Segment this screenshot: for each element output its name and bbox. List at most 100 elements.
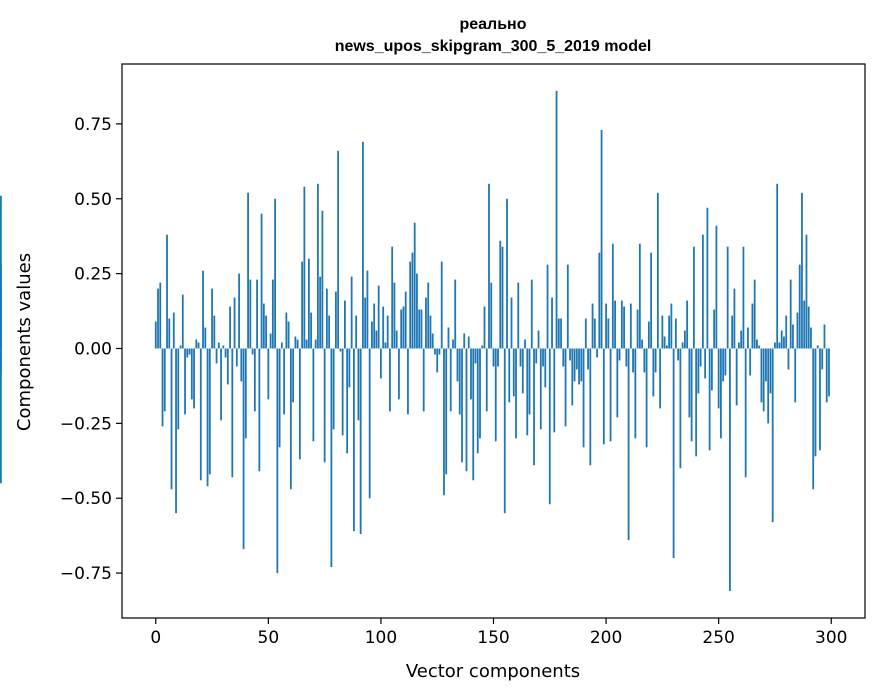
bar [564, 348, 567, 427]
bar [569, 348, 571, 361]
bar [699, 348, 702, 367]
bar [503, 348, 506, 514]
bar [600, 129, 603, 349]
bar [765, 348, 767, 382]
bar [778, 342, 781, 349]
bar [760, 348, 763, 403]
bar [801, 192, 803, 349]
bar [607, 318, 610, 349]
bar [758, 345, 761, 349]
bar [168, 318, 171, 349]
bar [519, 348, 522, 367]
bar [787, 348, 790, 370]
bar [440, 261, 443, 349]
bar [211, 288, 213, 349]
bar [672, 348, 675, 559]
bar [391, 246, 394, 349]
bar [294, 336, 297, 349]
bar [222, 345, 225, 349]
bar [247, 192, 249, 349]
bar [449, 348, 452, 412]
bar [278, 348, 281, 448]
bar [267, 348, 270, 400]
bar [490, 282, 493, 349]
bar [591, 303, 594, 349]
bar [656, 192, 659, 349]
bar [774, 342, 776, 349]
bar [641, 339, 643, 349]
bar [425, 297, 427, 349]
bar [767, 348, 770, 424]
bar [722, 348, 725, 382]
bar [346, 348, 349, 454]
bar [0, 348, 2, 484]
bar [456, 348, 459, 382]
bar [620, 300, 623, 349]
bar [553, 348, 556, 433]
bar [720, 348, 722, 439]
y-tick-label: 0.75 [74, 115, 112, 135]
bar [355, 315, 358, 349]
bar [537, 330, 540, 349]
bar [647, 321, 650, 349]
bar [807, 306, 810, 349]
bar [690, 348, 693, 442]
bar [181, 294, 184, 349]
bar [479, 348, 481, 439]
bar [654, 348, 657, 373]
bar [751, 303, 754, 349]
bar [177, 348, 180, 430]
bar [274, 198, 276, 349]
bar [350, 276, 353, 349]
bar [593, 318, 596, 349]
bar [474, 348, 477, 364]
bar [307, 258, 310, 349]
bar [231, 348, 234, 478]
bar [344, 300, 346, 349]
bar [792, 324, 794, 349]
bar [159, 282, 162, 349]
y-axis-label: Components values [14, 253, 35, 431]
bar [668, 315, 671, 349]
bar-series [0, 90, 830, 592]
bar [470, 348, 472, 400]
bar [409, 261, 412, 349]
bar [0, 348, 2, 373]
bar [756, 339, 758, 349]
y-tick-label: 0.50 [74, 190, 112, 210]
bar [701, 234, 704, 349]
bar [670, 303, 673, 349]
bar [794, 348, 797, 403]
bar [661, 315, 664, 349]
bar [334, 291, 337, 349]
bar [542, 348, 544, 367]
bar [715, 225, 718, 349]
bar [465, 348, 468, 472]
bar [789, 279, 792, 349]
bar [233, 297, 236, 349]
bar [258, 348, 261, 472]
chart-title: реально [459, 16, 526, 33]
bar [825, 348, 828, 403]
x-tick-label: 250 [702, 628, 734, 648]
bar [762, 348, 765, 412]
bar [353, 348, 355, 532]
bar [483, 306, 486, 349]
axes: 0 50 100 150 200 250 300 −0.75 −0.50 −0.25 0.00 0.2… [60, 63, 866, 648]
bar [280, 342, 283, 349]
bar [708, 348, 711, 451]
bar [382, 306, 385, 349]
bar [557, 318, 560, 349]
bar [497, 348, 499, 367]
bar [199, 348, 202, 481]
bar [328, 315, 331, 349]
bar [589, 348, 592, 466]
bar [454, 279, 457, 349]
x-tick-label: 50 [258, 628, 280, 648]
bar [157, 288, 159, 349]
bar [785, 315, 788, 349]
bar [688, 348, 691, 418]
bar [337, 150, 340, 349]
bar [413, 222, 416, 349]
bar [303, 186, 306, 349]
